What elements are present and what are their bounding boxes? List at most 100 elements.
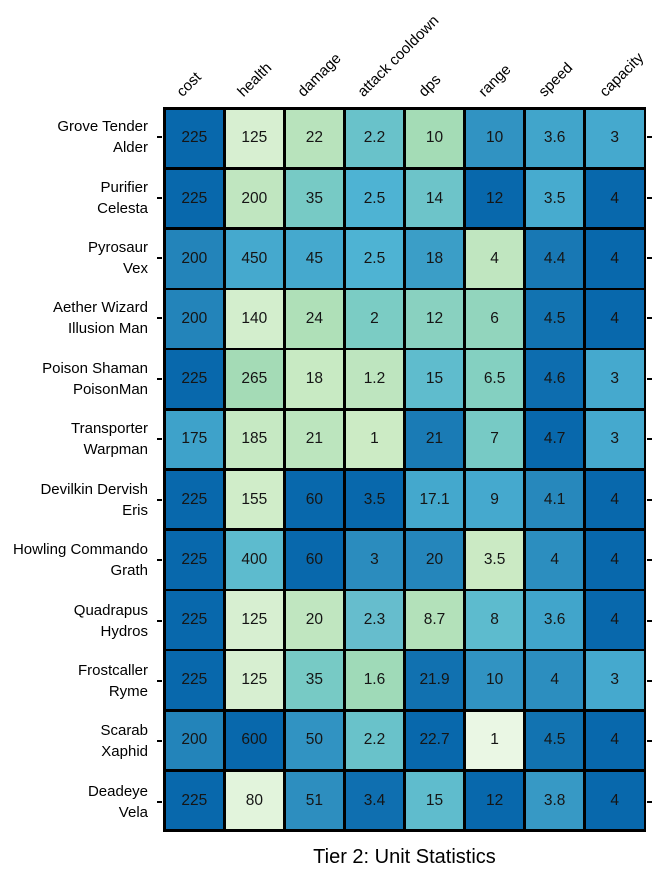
- row-tick: [647, 559, 652, 562]
- heatmap-cell: 225: [165, 591, 224, 649]
- row-tick: [157, 136, 162, 139]
- heatmap-cell: 125: [225, 651, 284, 710]
- heatmap-cell: 225: [165, 109, 224, 168]
- heatmap-cell: 12: [465, 771, 524, 830]
- heatmap-cell: 225: [165, 530, 224, 589]
- heatmap-cell: 4: [525, 530, 584, 589]
- heatmap-cell: 3.8: [525, 771, 584, 830]
- row-tick: [157, 257, 162, 260]
- row-tick: [647, 498, 652, 501]
- heatmap-cell: 125: [225, 109, 284, 168]
- heatmap-cell: 225: [165, 651, 224, 710]
- heatmap-cell: 1: [345, 410, 404, 469]
- row-labels: Grove Tender Alder Purifier Celesta Pyrosa…: [0, 107, 152, 832]
- heatmap-cell: 4: [525, 651, 584, 710]
- heatmap-cell: 8: [465, 591, 524, 649]
- heatmap-cell: 4: [585, 470, 644, 529]
- row-tick: [647, 740, 652, 743]
- heatmap-cell: 22: [285, 109, 344, 168]
- heatmap-cell: 200: [165, 711, 224, 770]
- row-label: Devilkin Dervish Eris: [40, 480, 148, 519]
- heatmap-cell: 4: [465, 229, 524, 288]
- heatmap-cell: 3.6: [525, 109, 584, 168]
- heatmap-cell: 10: [465, 109, 524, 168]
- row-label: Grove Tender Alder: [57, 118, 148, 157]
- heatmap-cell: 6.5: [465, 350, 524, 409]
- heatmap-cell: 2.5: [345, 169, 404, 228]
- row-tick: [157, 679, 162, 682]
- row-label: Transporter Warpman: [71, 420, 148, 459]
- heatmap-cell: 400: [225, 530, 284, 589]
- heatmap-cell: 10: [405, 109, 464, 168]
- row-tick: [647, 317, 652, 320]
- heatmap-cell: 2: [345, 290, 404, 348]
- row-tick: [647, 679, 652, 682]
- heatmap-cell: 15: [405, 771, 464, 830]
- heatmap-cell: 4: [585, 229, 644, 288]
- heatmap-cell: 225: [165, 771, 224, 830]
- column-header: dps: [414, 71, 445, 101]
- row-tick: [647, 619, 652, 622]
- heatmap-cell: 2.2: [345, 711, 404, 770]
- heatmap-cell: 4: [585, 169, 644, 228]
- row-tick: [157, 619, 162, 622]
- heatmap-cell: 14: [405, 169, 464, 228]
- row-label: Scarab Xaphid: [100, 722, 148, 761]
- heatmap-cell: 185: [225, 410, 284, 469]
- heatmap-cell: 7: [465, 410, 524, 469]
- column-header: speed: [535, 59, 577, 101]
- row-tick: [647, 377, 652, 380]
- heatmap-grid: 225 125 22 2.2 10 10 3.6 3 225 200 35 2.5 14 12 3.5 4 20…: [163, 107, 646, 832]
- heatmap-cell: 2.2: [345, 109, 404, 168]
- heatmap-cell: 140: [225, 290, 284, 348]
- heatmap-cell: 225: [165, 350, 224, 409]
- row-tick: [157, 377, 162, 380]
- heatmap-cell: 18: [285, 350, 344, 409]
- row-tick: [157, 498, 162, 501]
- heatmap-cell: 4: [585, 530, 644, 589]
- column-header: capacity: [596, 49, 648, 101]
- heatmap-cell: 1.6: [345, 651, 404, 710]
- heatmap-cell: 4.6: [525, 350, 584, 409]
- row-label: Frostcaller Ryme: [77, 661, 148, 700]
- heatmap-cell: 21.9: [405, 651, 464, 710]
- row-tick: [157, 196, 162, 199]
- row-tick: [157, 800, 162, 803]
- row-tick: [647, 136, 652, 139]
- row-label: Deadeye Vela: [87, 782, 148, 821]
- heatmap-cell: 51: [285, 771, 344, 830]
- heatmap-cell: 2.5: [345, 229, 404, 288]
- heatmap-cell: 35: [285, 651, 344, 710]
- heatmap-cell: 4.7: [525, 410, 584, 469]
- heatmap-cell: 4: [585, 591, 644, 649]
- heatmap-cell: 4: [585, 290, 644, 348]
- heatmap-cell: 22.7: [405, 711, 464, 770]
- heatmap-cell: 3: [585, 109, 644, 168]
- row-tick: [647, 800, 652, 803]
- heatmap-cell: 12: [465, 169, 524, 228]
- heatmap-cell: 50: [285, 711, 344, 770]
- heatmap-cell: 21: [285, 410, 344, 469]
- heatmap-cell: 15: [405, 350, 464, 409]
- heatmap-cell: 10: [465, 651, 524, 710]
- heatmap-cell: 3.5: [345, 470, 404, 529]
- heatmap-cell: 3: [345, 530, 404, 589]
- heatmap-cell: 225: [165, 470, 224, 529]
- row-label: Howling Commando Grath: [12, 541, 148, 580]
- heatmap-cell: 3.5: [465, 530, 524, 589]
- heatmap-cell: 450: [225, 229, 284, 288]
- heatmap-cell: 200: [225, 169, 284, 228]
- heatmap-cell: 3.4: [345, 771, 404, 830]
- column-header: cost: [173, 68, 205, 101]
- heatmap-cell: 4.4: [525, 229, 584, 288]
- row-tick: [157, 317, 162, 320]
- heatmap-cell: 80: [225, 771, 284, 830]
- heatmap-cell: 60: [285, 470, 344, 529]
- heatmap-cell: 225: [165, 169, 224, 228]
- heatmap-cell: 4.5: [525, 290, 584, 348]
- row-label: Aether Wizard Illusion Man: [52, 299, 148, 338]
- heatmap-cell: 155: [225, 470, 284, 529]
- heatmap-cell: 3.5: [525, 169, 584, 228]
- heatmap-cell: 3: [585, 651, 644, 710]
- row-tick: [647, 196, 652, 199]
